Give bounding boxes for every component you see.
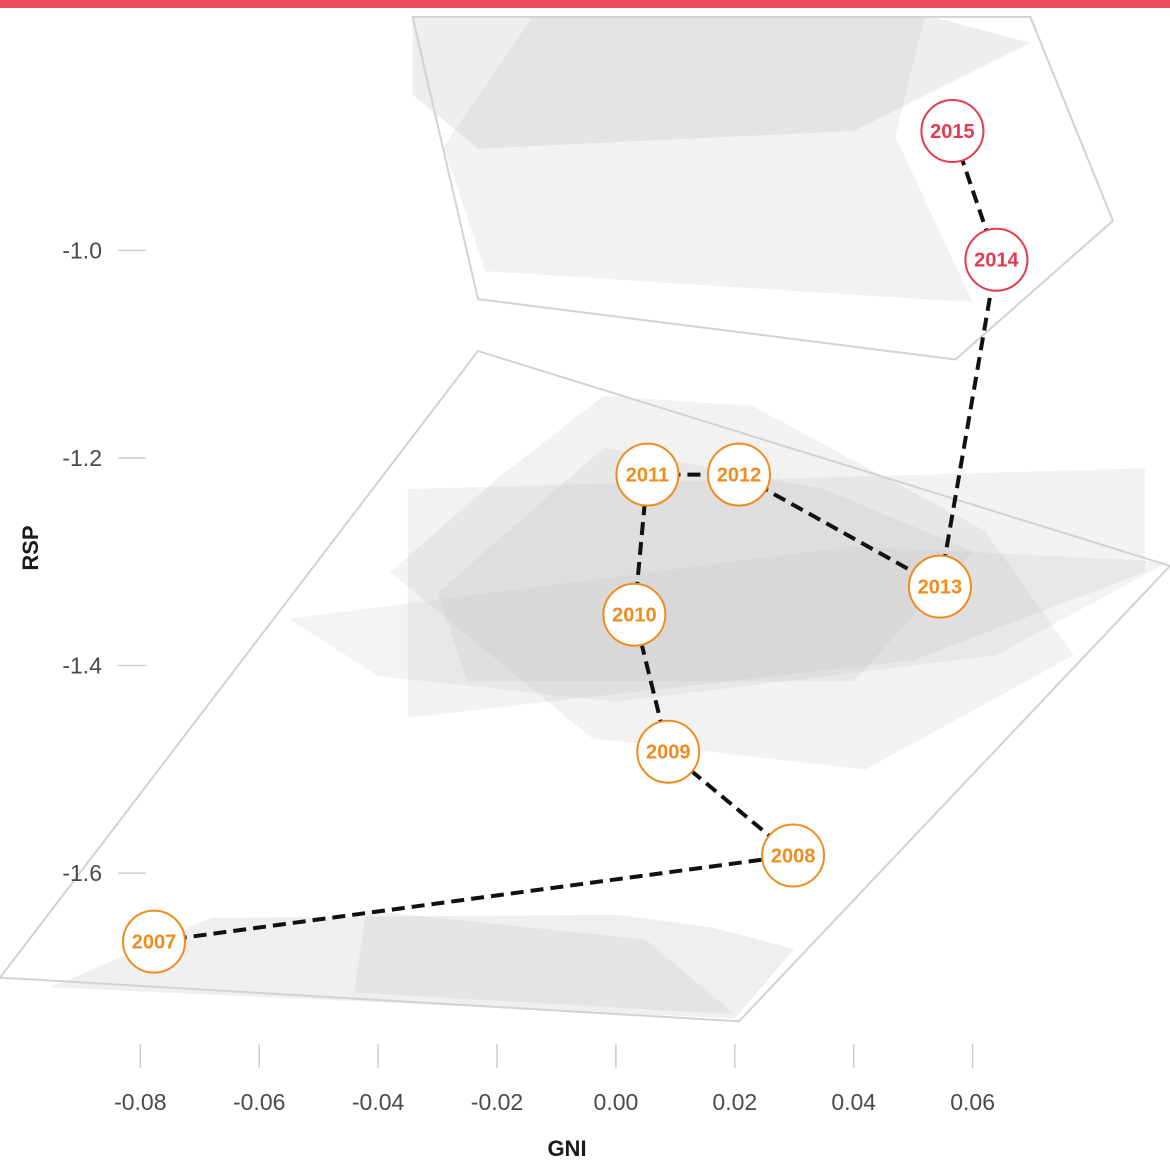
x-tick-label: -0.08 <box>114 1089 166 1115</box>
y-tick-label: -1.2 <box>62 445 102 471</box>
point-marker <box>602 582 667 647</box>
point-marker <box>706 442 771 507</box>
point-label: 2011 <box>626 465 669 487</box>
x-axis: -0.08 -0.06 -0.04 -0.02 0.00 0.02 0.04 0.06 <box>114 1044 995 1115</box>
x-tick-label: -0.02 <box>471 1089 523 1115</box>
point-marker <box>636 719 701 784</box>
y-tick-label: -1.4 <box>62 653 102 679</box>
point-2008: 2008 <box>761 823 826 888</box>
point-2010: 2010 <box>602 582 667 647</box>
hull-outline-1 <box>0 349 1170 1023</box>
point-label: 2012 <box>717 465 762 487</box>
x-tick-label: -0.06 <box>233 1089 285 1115</box>
x-axis-title: GNI <box>547 1136 586 1160</box>
point-label: 2015 <box>930 121 975 143</box>
point-2012: 2012 <box>706 442 771 507</box>
point-label: 2010 <box>612 605 657 627</box>
hull-outline-0 <box>411 15 1115 361</box>
hull-fill-1 <box>443 16 973 303</box>
point-2014: 2014 <box>964 227 1029 292</box>
trajectory-segment-2007-2008 <box>153 853 794 944</box>
hull-fill-7 <box>354 910 735 1015</box>
y-axis-title: RSP <box>18 525 43 570</box>
trajectory-segment-2012-2013 <box>738 472 941 589</box>
point-label: 2013 <box>918 577 963 599</box>
x-tick-label: 0.04 <box>831 1089 876 1115</box>
point-label: 2009 <box>646 742 691 764</box>
point-2015: 2015 <box>920 99 985 164</box>
trajectory-segment-2013-2014 <box>937 259 999 588</box>
point-marker <box>615 442 680 507</box>
point-label: 2014 <box>974 250 1019 272</box>
hull-fill-0 <box>412 16 1031 149</box>
y-axis: -1.0 -1.2 -1.4 -1.6 <box>62 237 146 886</box>
point-2013: 2013 <box>907 554 972 619</box>
hull-fill-layer <box>51 16 1169 1019</box>
point-marker <box>121 909 186 974</box>
x-tick-label: 0.06 <box>950 1089 995 1115</box>
hull-outline-layer <box>0 15 1170 1023</box>
point-marker <box>907 554 972 619</box>
x-tick-label: -0.04 <box>352 1089 405 1115</box>
point-marker <box>964 227 1029 292</box>
x-tick-label: 0.00 <box>594 1089 639 1115</box>
hull-fill-3 <box>407 468 1145 718</box>
y-tick-label: -1.0 <box>62 237 102 263</box>
point-2011: 2011 <box>615 442 680 507</box>
point-2007: 2007 <box>121 909 186 974</box>
point-marker <box>920 99 985 164</box>
hull-fill-2 <box>390 395 1074 770</box>
point-marker <box>761 823 826 888</box>
points-layer: 2007 2008 2009 2010 2011 2012 2013 2014 2015 <box>121 99 1029 974</box>
y-tick-label: -1.6 <box>62 860 102 886</box>
x-tick-label: 0.02 <box>712 1089 757 1115</box>
hull-fill-5 <box>437 447 973 682</box>
point-2009: 2009 <box>636 719 701 784</box>
top-accent-bar <box>0 0 1170 8</box>
point-label: 2008 <box>771 846 816 868</box>
point-label: 2007 <box>132 932 177 954</box>
